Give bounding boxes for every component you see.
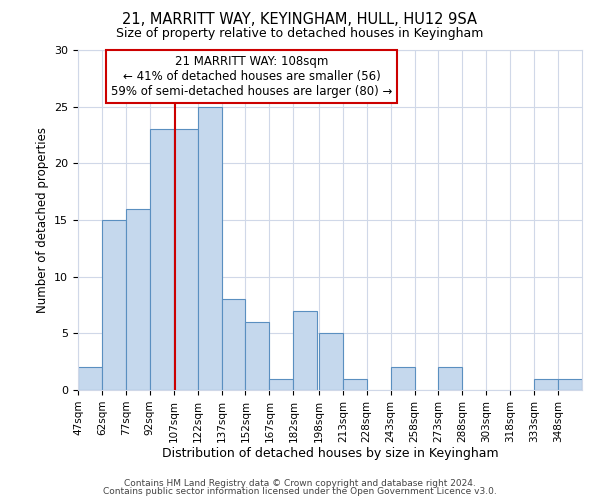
Bar	[293, 310, 317, 390]
Bar	[269, 378, 293, 390]
Bar	[221, 300, 245, 390]
Bar	[78, 368, 102, 390]
Text: Size of property relative to detached houses in Keyingham: Size of property relative to detached ho…	[116, 28, 484, 40]
Text: 21, MARRITT WAY, KEYINGHAM, HULL, HU12 9SA: 21, MARRITT WAY, KEYINGHAM, HULL, HU12 9…	[122, 12, 478, 28]
Text: Contains public sector information licensed under the Open Government Licence v3: Contains public sector information licen…	[103, 487, 497, 496]
Bar	[173, 130, 197, 390]
Bar	[439, 368, 463, 390]
Bar	[102, 220, 126, 390]
Bar	[343, 378, 367, 390]
Bar	[558, 378, 582, 390]
Bar	[150, 130, 173, 390]
Bar	[126, 208, 150, 390]
Bar	[391, 368, 415, 390]
Bar	[197, 106, 221, 390]
Y-axis label: Number of detached properties: Number of detached properties	[35, 127, 49, 313]
Text: Contains HM Land Registry data © Crown copyright and database right 2024.: Contains HM Land Registry data © Crown c…	[124, 478, 476, 488]
Bar	[319, 334, 343, 390]
Text: 21 MARRITT WAY: 108sqm
← 41% of detached houses are smaller (56)
59% of semi-det: 21 MARRITT WAY: 108sqm ← 41% of detached…	[111, 55, 392, 98]
Bar	[245, 322, 269, 390]
X-axis label: Distribution of detached houses by size in Keyingham: Distribution of detached houses by size …	[161, 448, 499, 460]
Bar	[534, 378, 558, 390]
